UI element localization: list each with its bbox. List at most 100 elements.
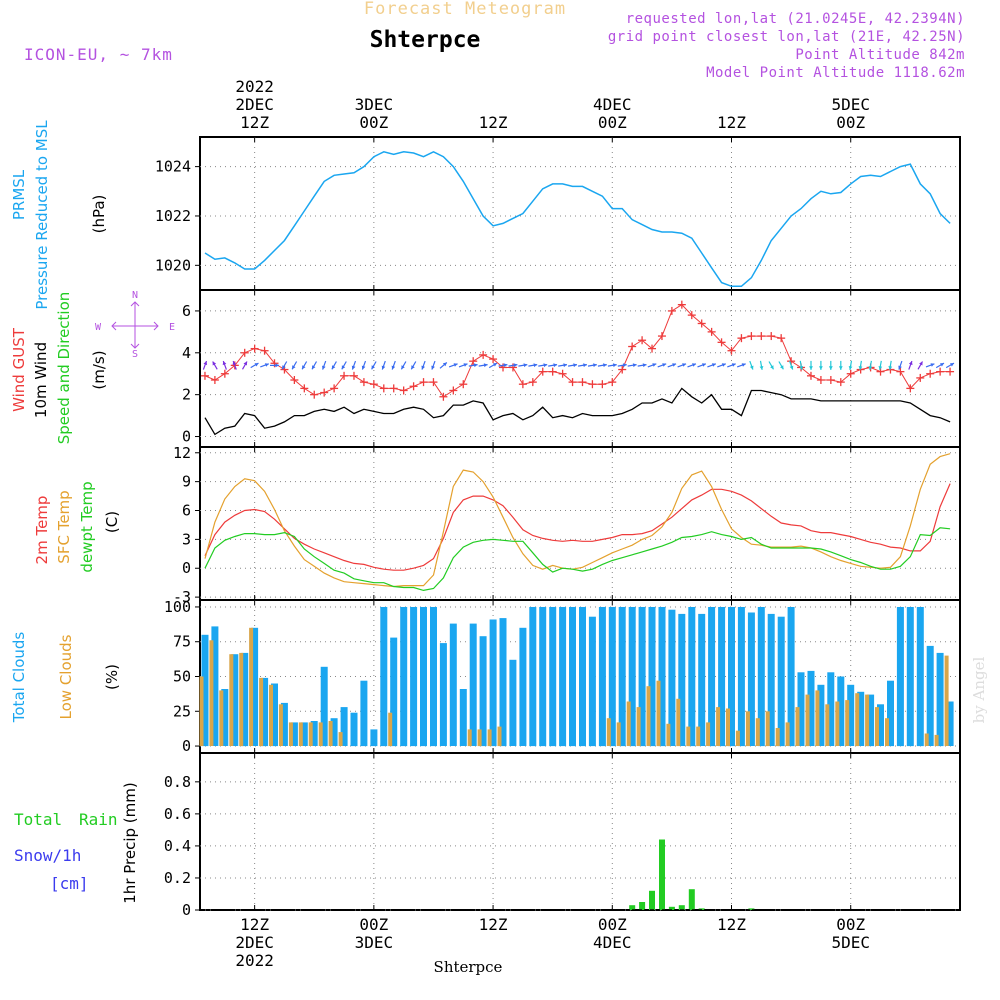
wind-arrow bbox=[789, 360, 794, 370]
wind-arrow bbox=[607, 363, 617, 368]
total-cloud-bar bbox=[400, 607, 408, 747]
low-cloud-bar bbox=[199, 676, 204, 746]
wind-arrow bbox=[508, 363, 518, 368]
wind-ytick-label: 0 bbox=[182, 428, 191, 446]
low-cloud-bar bbox=[696, 726, 701, 747]
snow-label: Snow/1h bbox=[14, 846, 81, 865]
total-cloud-bar bbox=[449, 623, 457, 746]
total-cloud-bar bbox=[390, 637, 398, 747]
total-cloud-bar bbox=[479, 636, 487, 747]
low-cloud-bar bbox=[745, 711, 750, 747]
gust-point bbox=[926, 369, 935, 378]
pressure-label-msl: Pressure Reduced to MSL bbox=[33, 120, 51, 310]
low-cloud-bar bbox=[328, 721, 333, 746]
wind-arrow bbox=[717, 363, 727, 368]
gust-point bbox=[518, 380, 527, 389]
top-time-label: 2022 bbox=[235, 77, 274, 96]
wind-arrow bbox=[917, 361, 924, 370]
total-cloud-bar bbox=[688, 607, 696, 747]
pressure-labels: PRMSL Pressure Reduced to MSL (hPa) bbox=[10, 120, 108, 310]
low-cloud-bar bbox=[249, 627, 254, 746]
wind-arrow bbox=[945, 362, 955, 369]
bottom-time-label: 00Z bbox=[359, 915, 388, 934]
sfc-temp-line bbox=[204, 453, 951, 588]
low-cloud-bar bbox=[219, 690, 224, 746]
gust-point bbox=[409, 382, 418, 391]
low-cloud-bar bbox=[606, 718, 611, 746]
wind-arrow bbox=[697, 363, 707, 368]
gust-point bbox=[349, 371, 358, 380]
total-cloud-bar bbox=[261, 677, 269, 747]
total-cloud-bar bbox=[588, 616, 596, 747]
low-cloud-bar bbox=[944, 655, 949, 746]
low-cloud-bar bbox=[785, 722, 790, 746]
total-cloud-bar bbox=[310, 721, 318, 746]
wind-ytick-label: 2 bbox=[182, 386, 191, 404]
gust-point bbox=[896, 367, 905, 376]
wind-arrow bbox=[898, 360, 903, 370]
gust-point bbox=[449, 386, 458, 395]
low-cloud-bar bbox=[686, 726, 691, 747]
wind-arrow bbox=[400, 361, 407, 370]
gust-point bbox=[737, 334, 746, 343]
wind-arrow bbox=[908, 360, 913, 370]
wind-arrow bbox=[548, 363, 558, 368]
wind-arrow bbox=[241, 361, 248, 370]
compass-rose-icon: N S W E bbox=[95, 290, 175, 360]
gust-point bbox=[836, 378, 845, 387]
gust-point bbox=[359, 378, 368, 387]
total-cloud-bar bbox=[549, 607, 557, 747]
low-cloud-bar bbox=[726, 708, 730, 747]
wind-arrow bbox=[468, 363, 478, 368]
total-cloud-bar bbox=[668, 609, 676, 746]
wind-arrow bbox=[799, 360, 804, 370]
total-cloud-bar bbox=[698, 613, 706, 746]
wind-unit: (m/s) bbox=[90, 350, 108, 389]
wind-arrow bbox=[587, 363, 597, 368]
wind-arrow bbox=[478, 363, 488, 368]
low-cloud-bar bbox=[269, 684, 273, 746]
top-time-label: 12Z bbox=[479, 113, 508, 132]
low-cloud-bar bbox=[338, 732, 343, 746]
gust-line bbox=[204, 304, 951, 398]
wind-arrow bbox=[212, 361, 218, 370]
total-cloud-bar bbox=[807, 670, 815, 746]
bottom-time-label: 4DEC bbox=[593, 933, 632, 952]
bottom-time-label: 12Z bbox=[240, 915, 269, 934]
sfc-label: SFC Temp bbox=[55, 490, 73, 563]
dewpt-label: dewpt Temp bbox=[78, 481, 96, 572]
wind-arrow bbox=[341, 361, 347, 370]
wind-arrow bbox=[687, 363, 697, 368]
wind-arrow bbox=[727, 363, 736, 368]
dewpt-line bbox=[204, 527, 951, 592]
pressure-label-prmsl: PRMSL bbox=[10, 169, 28, 220]
wind-frame bbox=[199, 289, 961, 448]
low-cloud-bar bbox=[825, 704, 830, 746]
clouds-ytick-label: 50 bbox=[173, 668, 191, 686]
low-cloud-bar bbox=[735, 730, 740, 746]
low-cloud-bar bbox=[795, 707, 800, 746]
gust-point bbox=[767, 332, 776, 341]
wind-arrow bbox=[322, 360, 327, 370]
wind-arrow bbox=[627, 363, 637, 368]
top-time-label: 12Z bbox=[717, 113, 746, 132]
temp-ytick-label: 6 bbox=[182, 502, 191, 520]
wind-panel: 0 2 4 6 bbox=[182, 289, 961, 448]
gust-point bbox=[240, 348, 249, 357]
total-cloud-bar bbox=[877, 704, 884, 746]
low-cloud-bar bbox=[805, 694, 810, 747]
wind-arrow bbox=[431, 360, 436, 370]
gust-point bbox=[707, 327, 716, 336]
total-cloud-bar bbox=[767, 613, 775, 746]
pressure-frame bbox=[199, 136, 961, 291]
clouds-ytick-label: 0 bbox=[182, 737, 191, 755]
gust-point bbox=[210, 376, 219, 385]
precip-unit: 1hr Precip (mm) bbox=[121, 782, 139, 903]
temp-ytick-label: 3 bbox=[182, 530, 191, 548]
wind-arrow bbox=[637, 363, 647, 368]
total-cloud-bar bbox=[946, 701, 954, 746]
total-cloud-bar bbox=[608, 607, 616, 747]
total-cloud-bar bbox=[648, 607, 656, 747]
low-cloud-bar bbox=[835, 701, 840, 746]
